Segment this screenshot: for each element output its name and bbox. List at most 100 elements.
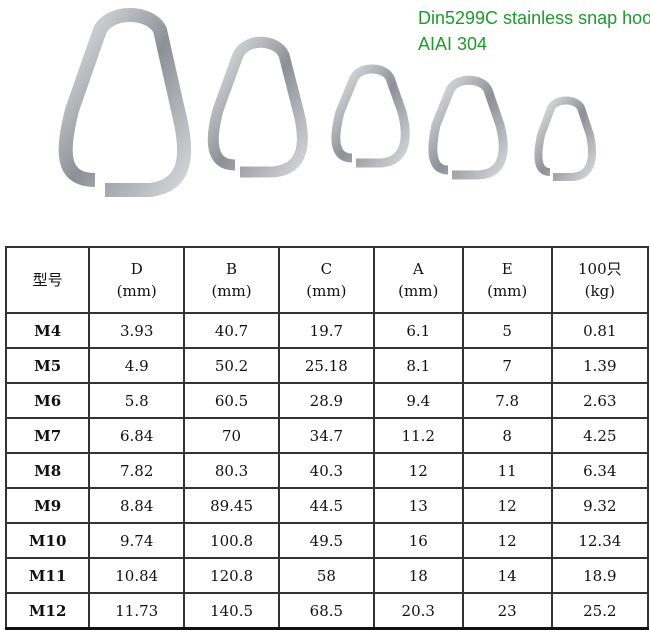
value-cell: 8 [461, 417, 553, 454]
snap-hook-icon [534, 96, 596, 181]
value-cell: 12 [461, 487, 553, 524]
value-cell: 11.2 [372, 417, 464, 454]
table-row: M8 7.82 80.3 40.3 12 11 6.34 [4, 452, 650, 489]
column-name: 100只 [578, 260, 622, 278]
snap-hooks-photo [58, 8, 596, 197]
snap-hook-icon [331, 64, 410, 168]
column-unit: (mm) [306, 282, 347, 300]
value-cell: 5.8 [88, 382, 186, 419]
table-row: M11 10.84 120.8 58 18 14 18.9 [4, 557, 650, 594]
column-name: 型号 [32, 271, 63, 289]
column-unit: (mm) [211, 282, 252, 300]
column-unit: (mm) [116, 282, 157, 300]
model-cell: M10 [4, 522, 91, 559]
value-cell: 19.7 [277, 312, 375, 349]
column-header: B (mm) [183, 246, 280, 314]
value-cell: 4.9 [88, 347, 186, 384]
value-cell: 12 [461, 522, 553, 559]
value-cell: 9.4 [372, 382, 464, 419]
model-cell: M9 [4, 487, 91, 524]
value-cell: 40.7 [183, 312, 280, 349]
value-cell: 50.2 [183, 347, 280, 384]
value-cell: 3.93 [88, 312, 186, 349]
value-cell: 4.25 [550, 417, 650, 454]
value-cell: 34.7 [277, 417, 375, 454]
value-cell: 25.2 [550, 592, 650, 630]
table-row: M6 5.8 60.5 28.9 9.4 7.8 2.63 [4, 382, 650, 419]
value-cell: 25.18 [277, 347, 375, 384]
model-cell: M5 [4, 347, 91, 384]
column-name: B [226, 260, 238, 278]
value-cell: 20.3 [372, 592, 464, 630]
table-row: M12 11.73 140.5 68.5 20.3 23 25.2 [4, 592, 650, 630]
value-cell: 11 [461, 452, 553, 489]
table-row: M5 4.9 50.2 25.18 8.1 7 1.39 [4, 347, 650, 384]
column-unit: (mm) [398, 282, 439, 300]
column-name: C [320, 260, 333, 278]
value-cell: 68.5 [277, 592, 375, 630]
value-cell: 2.63 [550, 382, 650, 419]
value-cell: 7 [461, 347, 553, 384]
value-cell: 80.3 [183, 452, 280, 489]
model-cell: M6 [4, 382, 91, 419]
value-cell: 7.8 [461, 382, 553, 419]
table-header-row: 型号 D (mm) B (mm) C (mm) A (mm) E (mm) 100只 (kg) [4, 246, 650, 314]
column-header: 100只 (kg) [550, 246, 650, 314]
column-header: D (mm) [88, 246, 186, 314]
value-cell: 18.9 [550, 557, 650, 594]
column-unit: (mm) [487, 282, 528, 300]
value-cell: 6.84 [88, 417, 186, 454]
value-cell: 18 [372, 557, 464, 594]
value-cell: 13 [372, 487, 464, 524]
value-cell: 89.45 [183, 487, 280, 524]
value-cell: 60.5 [183, 382, 280, 419]
model-cell: M4 [4, 312, 91, 349]
value-cell: 40.3 [277, 452, 375, 489]
value-cell: 5 [461, 312, 553, 349]
snap-hook-icon [207, 36, 308, 178]
caption-title: Din5299C stainless snap hook [418, 8, 650, 28]
table-row: M9 8.84 89.45 44.5 13 12 9.32 [4, 487, 650, 524]
column-name: A [412, 260, 424, 278]
value-cell: 120.8 [183, 557, 280, 594]
column-header: 型号 [4, 246, 91, 314]
table-row: M4 3.93 40.7 19.7 6.1 5 0.81 [4, 312, 650, 349]
value-cell: 23 [461, 592, 553, 630]
value-cell: 7.82 [88, 452, 186, 489]
column-header: E (mm) [461, 246, 553, 314]
model-cell: M11 [4, 557, 91, 594]
value-cell: 44.5 [277, 487, 375, 524]
table-row: M10 9.74 100.8 49.5 16 12 12.34 [4, 522, 650, 559]
value-cell: 10.84 [88, 557, 186, 594]
value-cell: 58 [277, 557, 375, 594]
value-cell: 6.1 [372, 312, 464, 349]
value-cell: 28.9 [277, 382, 375, 419]
caption-material: AIAI 304 [418, 34, 488, 54]
value-cell: 140.5 [183, 592, 280, 630]
model-cell: M7 [4, 417, 91, 454]
value-cell: 8.1 [372, 347, 464, 384]
table-row: M7 6.84 70 34.7 11.2 8 4.25 [4, 417, 650, 454]
value-cell: 49.5 [277, 522, 375, 559]
snap-hook-icon [58, 8, 192, 197]
value-cell: 12.34 [550, 522, 650, 559]
value-cell: 6.34 [550, 452, 650, 489]
snap-hook-icon [428, 75, 508, 180]
column-header: C (mm) [277, 246, 375, 314]
caption: Din5299C stainless snap hook AIAI 304 [418, 6, 650, 56]
value-cell: 14 [461, 557, 553, 594]
model-cell: M12 [4, 592, 91, 630]
value-cell: 1.39 [550, 347, 650, 384]
value-cell: 100.8 [183, 522, 280, 559]
spec-table: 型号 D (mm) B (mm) C (mm) A (mm) E (mm) 100只 (kg) M4 3.… [4, 246, 650, 630]
value-cell: 11.73 [88, 592, 186, 630]
column-unit: (kg) [584, 282, 616, 300]
column-header: A (mm) [372, 246, 464, 314]
column-name: E [501, 260, 513, 278]
value-cell: 12 [372, 452, 464, 489]
model-cell: M8 [4, 452, 91, 489]
column-name: D [130, 260, 143, 278]
value-cell: 0.81 [550, 312, 650, 349]
value-cell: 9.74 [88, 522, 186, 559]
